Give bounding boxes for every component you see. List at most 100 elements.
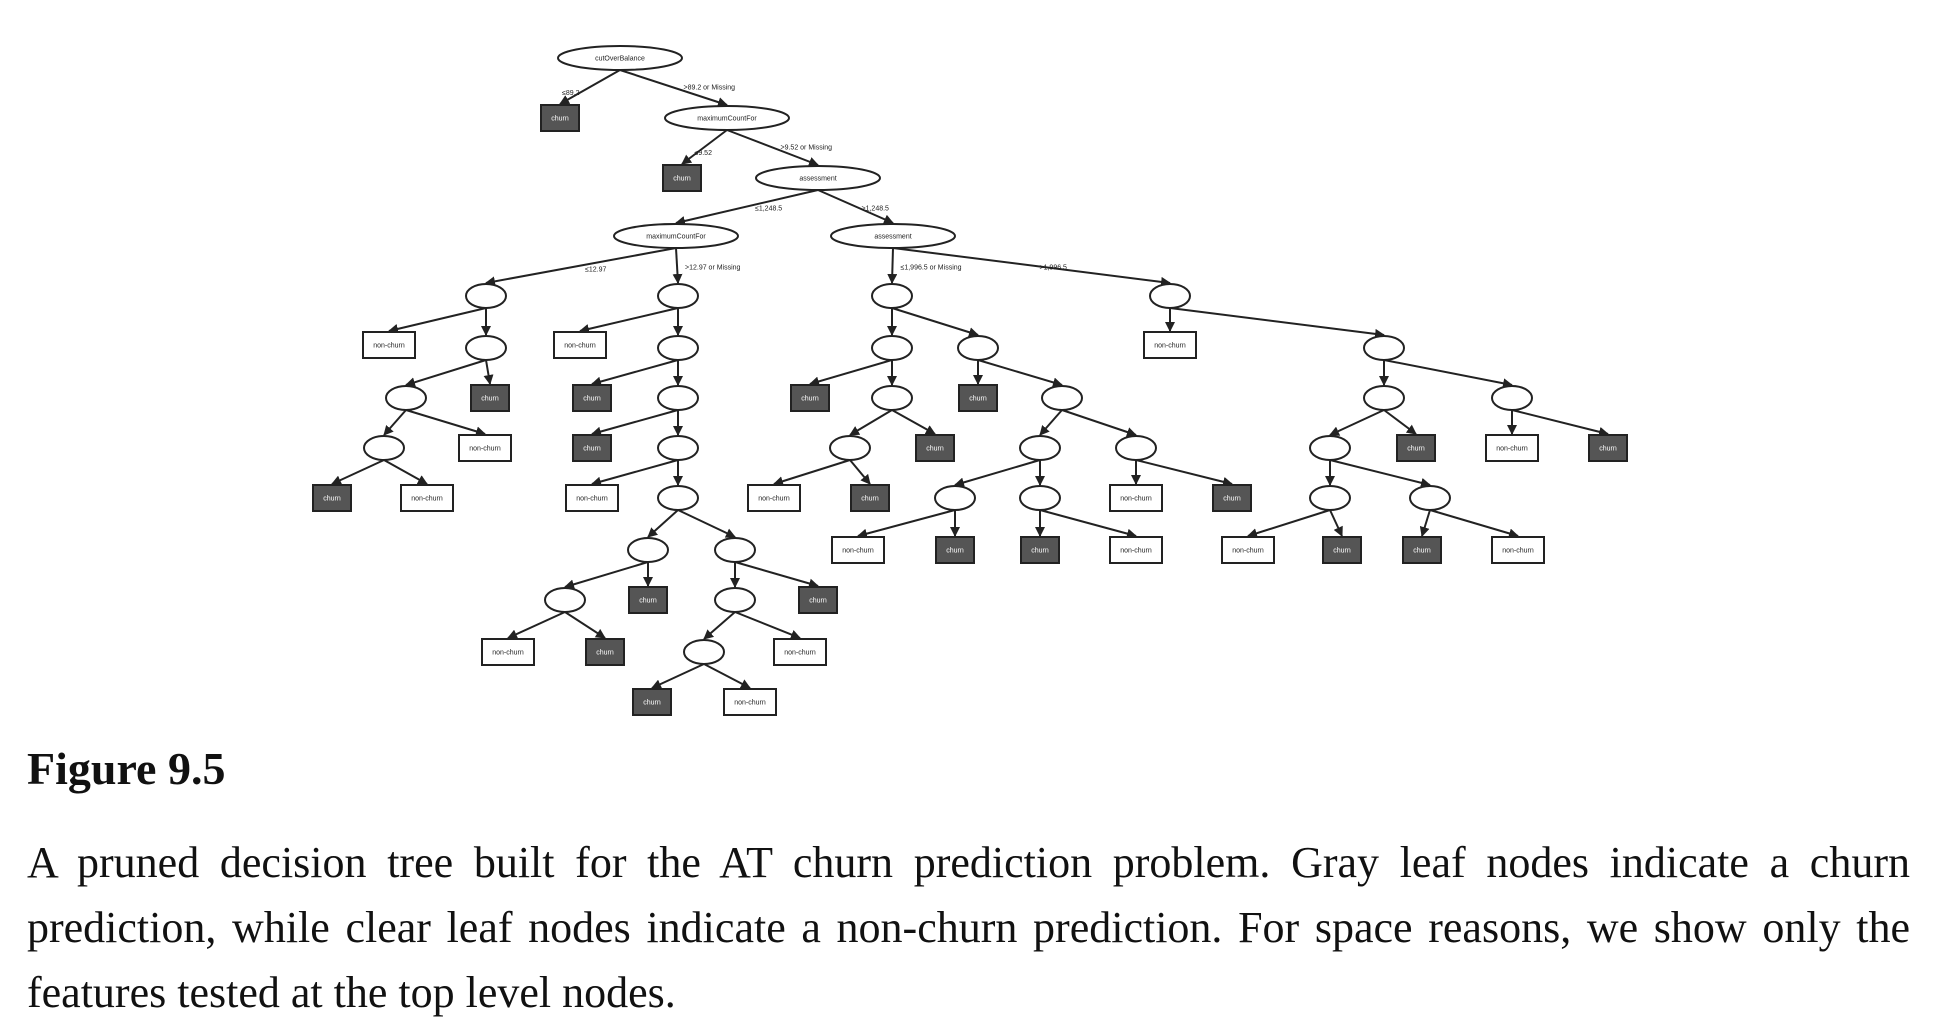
- split-node-shape: [657, 335, 699, 361]
- leaf-label: non-churn: [1232, 548, 1264, 555]
- tree-edge: [1039, 409, 1063, 436]
- tree-edge: [809, 359, 893, 387]
- split-node-unlabeled: [657, 435, 699, 461]
- tree-edge: [1329, 409, 1385, 436]
- leaf-label: non-churn: [411, 496, 443, 503]
- tree-nodes: cutOverBalance churn maximumCountFor churn a…: [312, 45, 1628, 716]
- split-node-unlabeled: [465, 283, 507, 309]
- split-node-unlabeled: [1149, 283, 1191, 309]
- split-node-unlabeled: [957, 335, 999, 361]
- tree-edge: [891, 307, 979, 338]
- tree-edge: [619, 69, 728, 107]
- leaf-label: churn: [969, 396, 987, 403]
- split-node-shape: [1019, 435, 1061, 461]
- leaf-label: non-churn: [758, 496, 790, 503]
- non-churn-leaf: non-churn: [1491, 536, 1545, 564]
- tree-edge: [651, 663, 705, 689]
- leaf-label: churn: [551, 116, 569, 123]
- churn-leaf: churn: [1020, 536, 1060, 564]
- edge-label: ≤12.97: [585, 267, 606, 274]
- churn-leaf: churn: [470, 384, 510, 412]
- tree-edge: [559, 69, 621, 105]
- leaf-label: churn: [861, 496, 879, 503]
- split-node-shape: [627, 537, 669, 563]
- split-node-shape: [830, 223, 956, 249]
- non-churn-leaf-box: [458, 434, 512, 462]
- split-node-shape: [871, 283, 913, 309]
- split-node-shape: [714, 587, 756, 613]
- non-churn-leaf-box: [1221, 536, 1275, 564]
- leaf-label: churn: [1407, 446, 1425, 453]
- churn-leaf-box: [1212, 484, 1252, 512]
- non-churn-leaf: non-churn: [458, 434, 512, 462]
- churn-leaf-box: [790, 384, 830, 412]
- split-node-unlabeled: [871, 335, 913, 361]
- non-churn-leaf: non-churn: [362, 331, 416, 359]
- leaf-label: non-churn: [842, 548, 874, 555]
- split-node-shape: [829, 435, 871, 461]
- tree-edge: [1061, 409, 1137, 437]
- leaf-label: churn: [596, 650, 614, 657]
- churn-leaf-box: [540, 104, 580, 132]
- tree-edge: [1429, 509, 1519, 539]
- churn-leaf-box: [470, 384, 510, 412]
- leaf-label: non-churn: [1496, 446, 1528, 453]
- leaf-label: non-churn: [576, 496, 608, 503]
- split-node-unlabeled: [627, 537, 669, 563]
- non-churn-leaf-box: [747, 484, 801, 512]
- churn-leaf: churn: [662, 164, 702, 192]
- edge-label: >9.52 or Missing: [781, 145, 833, 152]
- leaf-label: churn: [801, 396, 819, 403]
- non-churn-leaf: non-churn: [1485, 434, 1539, 462]
- churn-leaf: churn: [628, 586, 668, 614]
- split-node-shape: [385, 385, 427, 411]
- tree-edge: [1247, 509, 1331, 539]
- non-churn-leaf: non-churn: [565, 484, 619, 512]
- churn-leaf-box: [632, 688, 672, 716]
- tree-edge: [647, 509, 679, 538]
- split-node-shape: [664, 105, 790, 131]
- tree-edge: [773, 459, 851, 487]
- tree-edge: [405, 359, 487, 388]
- split-node-unlabeled: [657, 485, 699, 511]
- split-node-label: cutOverBalance: [595, 56, 645, 63]
- tree-edge: [892, 247, 1171, 287]
- tree-edge: [954, 459, 1041, 488]
- churn-leaf: churn: [572, 434, 612, 462]
- non-churn-leaf-box: [723, 688, 777, 716]
- split-node-shape: [1409, 485, 1451, 511]
- split-node-unlabeled: [1309, 435, 1351, 461]
- split-node-unlabeled: [714, 587, 756, 613]
- tree-edge: [591, 459, 679, 487]
- split-node-shape: [1491, 385, 1533, 411]
- non-churn-leaf-box: [1485, 434, 1539, 462]
- split-node-shape: [1149, 283, 1191, 309]
- split-node-unlabeled: [683, 639, 725, 665]
- split-node-shape: [544, 587, 586, 613]
- non-churn-leaf-box: [773, 638, 827, 666]
- split-node: maximumCountFor: [613, 223, 739, 249]
- split-node-shape: [1363, 385, 1405, 411]
- figure-label: Figure 9.5: [27, 743, 226, 794]
- tree-edge: [977, 359, 1063, 388]
- leaf-label: churn: [323, 496, 341, 503]
- churn-leaf: churn: [1322, 536, 1362, 564]
- tree-edge: [507, 611, 566, 639]
- churn-leaf-box: [312, 484, 352, 512]
- split-node-shape: [657, 283, 699, 309]
- leaf-label: churn: [583, 446, 601, 453]
- non-churn-leaf: non-churn: [400, 484, 454, 512]
- split-node-shape: [657, 435, 699, 461]
- split-node-label: assessment: [799, 176, 836, 183]
- split-node-unlabeled: [465, 335, 507, 361]
- split-node: assessment: [755, 165, 881, 191]
- leaf-label: non-churn: [1154, 343, 1186, 350]
- decision-tree-diagram: ≤89.2 >89.2 or Missing ≤9.52 >9.52 or Missi…: [312, 45, 1628, 716]
- churn-leaf-box: [958, 384, 998, 412]
- churn-leaf: churn: [1396, 434, 1436, 462]
- tree-edge: [703, 611, 736, 640]
- non-churn-leaf: non-churn: [1221, 536, 1275, 564]
- churn-leaf: churn: [1402, 536, 1442, 564]
- churn-leaf: churn: [585, 638, 625, 666]
- churn-leaf-box: [1020, 536, 1060, 564]
